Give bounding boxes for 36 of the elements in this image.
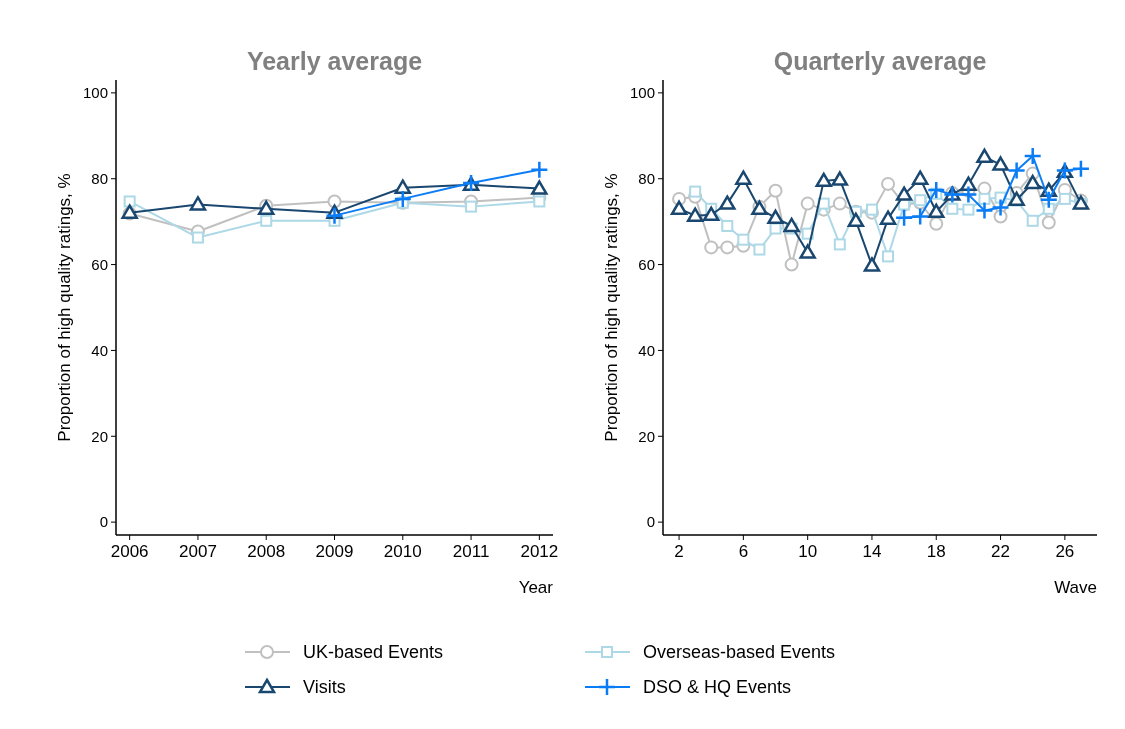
y-tick-label: 40 (91, 341, 108, 359)
x-tick-label: 26 (1055, 542, 1075, 561)
legend-label: DSO & HQ Events (643, 677, 792, 698)
x-tick-label: 2008 (247, 542, 286, 561)
x-axis-title: Wave (1054, 578, 1097, 597)
y-tick-label: 40 (638, 341, 655, 359)
y-tick-label: 100 (629, 84, 655, 102)
x-tick-label: 2010 (383, 542, 422, 561)
x-tick-label: 2011 (452, 542, 490, 561)
x-tick-label: 2 (674, 542, 684, 561)
y-axis-title: Proportion of high quality ratings, % (55, 173, 74, 442)
x-tick-label: 2012 (520, 542, 559, 561)
x-tick-label: 22 (991, 542, 1011, 561)
y-tick-label: 20 (638, 427, 655, 445)
chart-title: Yearly average (246, 47, 423, 75)
x-tick-label: 2006 (110, 542, 149, 561)
y-tick-label: 60 (91, 255, 108, 273)
chart-title: Quarterly average (773, 47, 987, 75)
x-tick-label: 10 (798, 542, 818, 561)
x-tick-label: 2009 (315, 542, 354, 561)
x-tick-label: 6 (738, 542, 749, 561)
y-tick-label: 20 (91, 427, 108, 445)
y-tick-label: 0 (646, 513, 655, 531)
y-tick-label: 100 (82, 84, 108, 102)
y-tick-label: 80 (638, 169, 655, 187)
x-axis-title: Year (518, 578, 554, 597)
legend-label: UK-based Events (303, 642, 444, 663)
y-tick-label: 80 (91, 169, 108, 187)
y-tick-label: 60 (638, 255, 655, 273)
x-tick-label: 2007 (179, 542, 217, 561)
y-tick-label: 0 (99, 513, 108, 531)
x-tick-label: 18 (926, 542, 946, 561)
x-tick-label: 14 (862, 542, 882, 561)
legend-label: Overseas-based Events (643, 642, 836, 663)
legend-label: Visits (303, 677, 346, 698)
y-axis-title: Proportion of high quality ratings, % (602, 173, 621, 442)
